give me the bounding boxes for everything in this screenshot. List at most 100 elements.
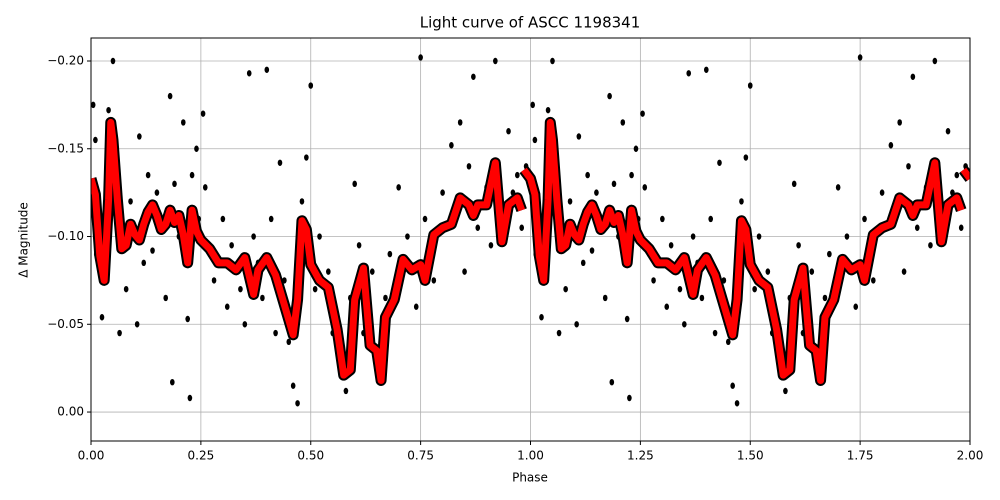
data-point [796, 242, 801, 249]
data-point [471, 73, 476, 80]
data-point [888, 142, 894, 149]
data-point [260, 294, 265, 302]
data-point [224, 303, 230, 310]
data-point [180, 119, 186, 126]
y-tick-label: −0.20 [47, 53, 84, 67]
x-tick-label: 1.75 [847, 449, 874, 463]
data-point [462, 268, 467, 275]
data-point [383, 294, 388, 302]
data-point [556, 329, 562, 337]
data-point [752, 285, 757, 293]
data-point [304, 154, 309, 161]
data-point [299, 198, 305, 205]
data-point [154, 189, 160, 196]
data-point [627, 394, 632, 402]
data-point [440, 189, 445, 196]
data-point [134, 321, 140, 328]
data-point [187, 394, 193, 402]
data-point [356, 242, 362, 249]
x-tick-label: 1.00 [517, 449, 544, 463]
data-point [387, 250, 393, 258]
data-point [857, 54, 863, 61]
data-point [493, 57, 498, 65]
data-point [844, 233, 850, 240]
data-point [642, 184, 648, 191]
data-point [897, 119, 902, 126]
data-point [273, 329, 278, 337]
data-point [145, 171, 151, 179]
data-point [396, 184, 401, 191]
data-point [163, 294, 169, 302]
data-point [827, 250, 832, 258]
data-point [326, 268, 331, 275]
data-point [712, 329, 718, 337]
data-point [932, 57, 938, 65]
data-point [238, 285, 243, 293]
x-axis-label: Phase [512, 471, 548, 485]
data-point [369, 268, 375, 275]
data-point [343, 387, 349, 395]
chart-title: Light curve of ASCC 1198341 [420, 14, 641, 32]
x-tick-label: 1.50 [737, 449, 764, 463]
data-point [633, 145, 639, 152]
data-point [242, 321, 248, 328]
data-point [268, 215, 274, 223]
data-point [739, 198, 744, 205]
data-point [906, 163, 911, 170]
data-point [91, 101, 96, 109]
data-point [690, 233, 696, 240]
x-tick-label: 0.50 [297, 449, 324, 463]
data-point [93, 136, 98, 144]
y-tick-label: −0.05 [47, 317, 84, 331]
curve-line [91, 118, 526, 384]
data-point [640, 110, 645, 117]
data-point [466, 163, 472, 170]
plot-frame [90, 37, 971, 442]
data-point [211, 277, 217, 284]
data-point [791, 180, 797, 188]
data-point [295, 400, 300, 407]
data-point [835, 184, 841, 191]
data-point [185, 315, 190, 323]
data-point [352, 180, 358, 188]
data-point [202, 184, 208, 191]
data-point [734, 400, 740, 407]
y-tick-label: −0.15 [47, 141, 84, 155]
data-point [413, 303, 419, 310]
data-point [128, 198, 133, 205]
data-point [457, 119, 463, 126]
data-point [189, 171, 195, 179]
x-tick-label: 0.25 [188, 449, 215, 463]
x-tick-label: 2.00 [957, 449, 984, 463]
curve [91, 116, 970, 386]
data-point [717, 159, 722, 166]
data-point [574, 321, 579, 328]
data-point [629, 171, 634, 179]
data-point [106, 106, 111, 114]
data-point [664, 303, 670, 310]
data-point [532, 136, 538, 144]
data-point [449, 142, 454, 149]
data-point [286, 338, 292, 346]
data-point [530, 101, 535, 109]
data-point [405, 233, 410, 240]
data-point [137, 133, 142, 140]
data-point [651, 277, 656, 284]
data-point [660, 215, 665, 223]
data-point [290, 382, 296, 389]
data-point [756, 233, 762, 240]
curve-line [960, 167, 970, 181]
data-point [602, 294, 608, 302]
data-point [251, 233, 256, 240]
data-point [506, 128, 511, 135]
data-point [308, 82, 314, 89]
data-point [730, 382, 735, 389]
data-point [515, 171, 520, 179]
data-point [317, 233, 322, 240]
data-point [853, 303, 859, 310]
data-point [954, 171, 960, 179]
data-point [589, 247, 595, 254]
data-point [871, 277, 876, 284]
data-point [563, 285, 568, 293]
